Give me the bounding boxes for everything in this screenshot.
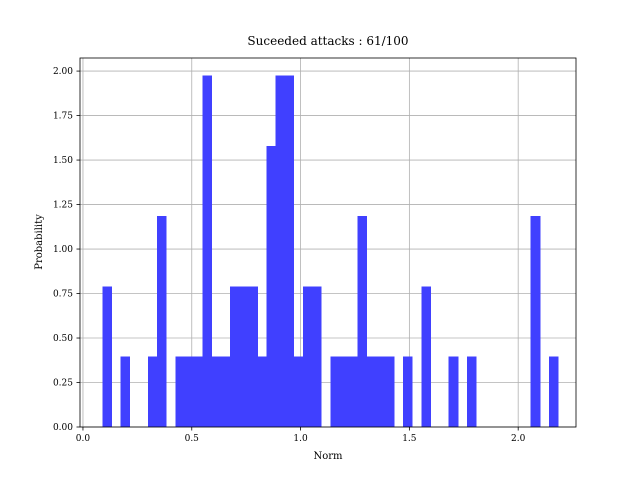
y-tick-label: 0.75 bbox=[53, 290, 73, 300]
histogram-bar bbox=[548, 356, 559, 427]
x-tick-label: 0.0 bbox=[76, 434, 91, 444]
x-tick-label: 0.5 bbox=[185, 434, 200, 444]
x-axis-label: Norm bbox=[313, 451, 343, 462]
histogram-bar bbox=[157, 216, 167, 427]
bars bbox=[102, 75, 559, 428]
histogram-bar bbox=[357, 216, 368, 427]
y-tick-label: 1.50 bbox=[53, 156, 73, 166]
x-tick-label: 2.0 bbox=[511, 434, 526, 444]
histogram-bar bbox=[284, 75, 295, 428]
histogram-bar bbox=[384, 356, 395, 427]
histogram-bar bbox=[312, 286, 322, 427]
histogram-bar bbox=[348, 356, 359, 427]
y-tick-label: 2.00 bbox=[53, 67, 73, 77]
histogram-bar bbox=[530, 216, 541, 427]
y-tick-label: 0.50 bbox=[53, 334, 73, 344]
histogram-bar bbox=[421, 286, 431, 427]
histogram-bar bbox=[184, 356, 195, 427]
y-tick-label: 1.25 bbox=[53, 201, 73, 211]
x-tick-label: 1.5 bbox=[402, 434, 417, 444]
chart-title: Suceeded attacks : 61/100 bbox=[247, 34, 408, 48]
plot-frame bbox=[79, 57, 577, 428]
histogram-bar bbox=[339, 356, 349, 427]
y-tick-label: 1.75 bbox=[53, 112, 73, 122]
histogram-bar bbox=[366, 356, 377, 427]
x-axis-ticks: 0.0 0.5 1.0 1.5 2.0 bbox=[76, 427, 526, 444]
histogram-bar bbox=[211, 356, 222, 427]
histogram-bar bbox=[230, 286, 240, 427]
histogram-bar bbox=[293, 356, 304, 427]
histogram-bar bbox=[330, 356, 340, 427]
histogram-bar bbox=[275, 75, 286, 428]
histogram-bar bbox=[266, 145, 277, 427]
histogram-bar bbox=[466, 356, 477, 427]
histogram-bar bbox=[239, 286, 249, 427]
histogram-bar bbox=[148, 356, 158, 427]
histogram-bar bbox=[220, 356, 231, 427]
histogram-bar bbox=[193, 356, 204, 427]
x-tick-label: 1.0 bbox=[293, 434, 308, 444]
histogram-bar bbox=[202, 75, 213, 428]
histogram-bar bbox=[120, 356, 131, 427]
y-tick-label: 1.00 bbox=[53, 245, 73, 255]
histogram-bar bbox=[257, 356, 267, 427]
histogram-bar bbox=[248, 286, 258, 427]
histogram-bar bbox=[403, 356, 413, 427]
histogram-bar bbox=[102, 286, 112, 427]
y-axis-label: Probability bbox=[34, 214, 45, 270]
histogram-bar bbox=[375, 356, 386, 427]
y-tick-label: 0.25 bbox=[53, 379, 73, 389]
y-axis-ticks: 0.00 0.25 0.50 0.75 1.00 1.25 1.50 1.75 2.00 bbox=[53, 67, 80, 433]
histogram-bar bbox=[302, 286, 313, 427]
histogram-bar bbox=[175, 356, 185, 427]
histogram-bar bbox=[448, 356, 459, 427]
y-tick-label: 0.00 bbox=[53, 423, 73, 433]
